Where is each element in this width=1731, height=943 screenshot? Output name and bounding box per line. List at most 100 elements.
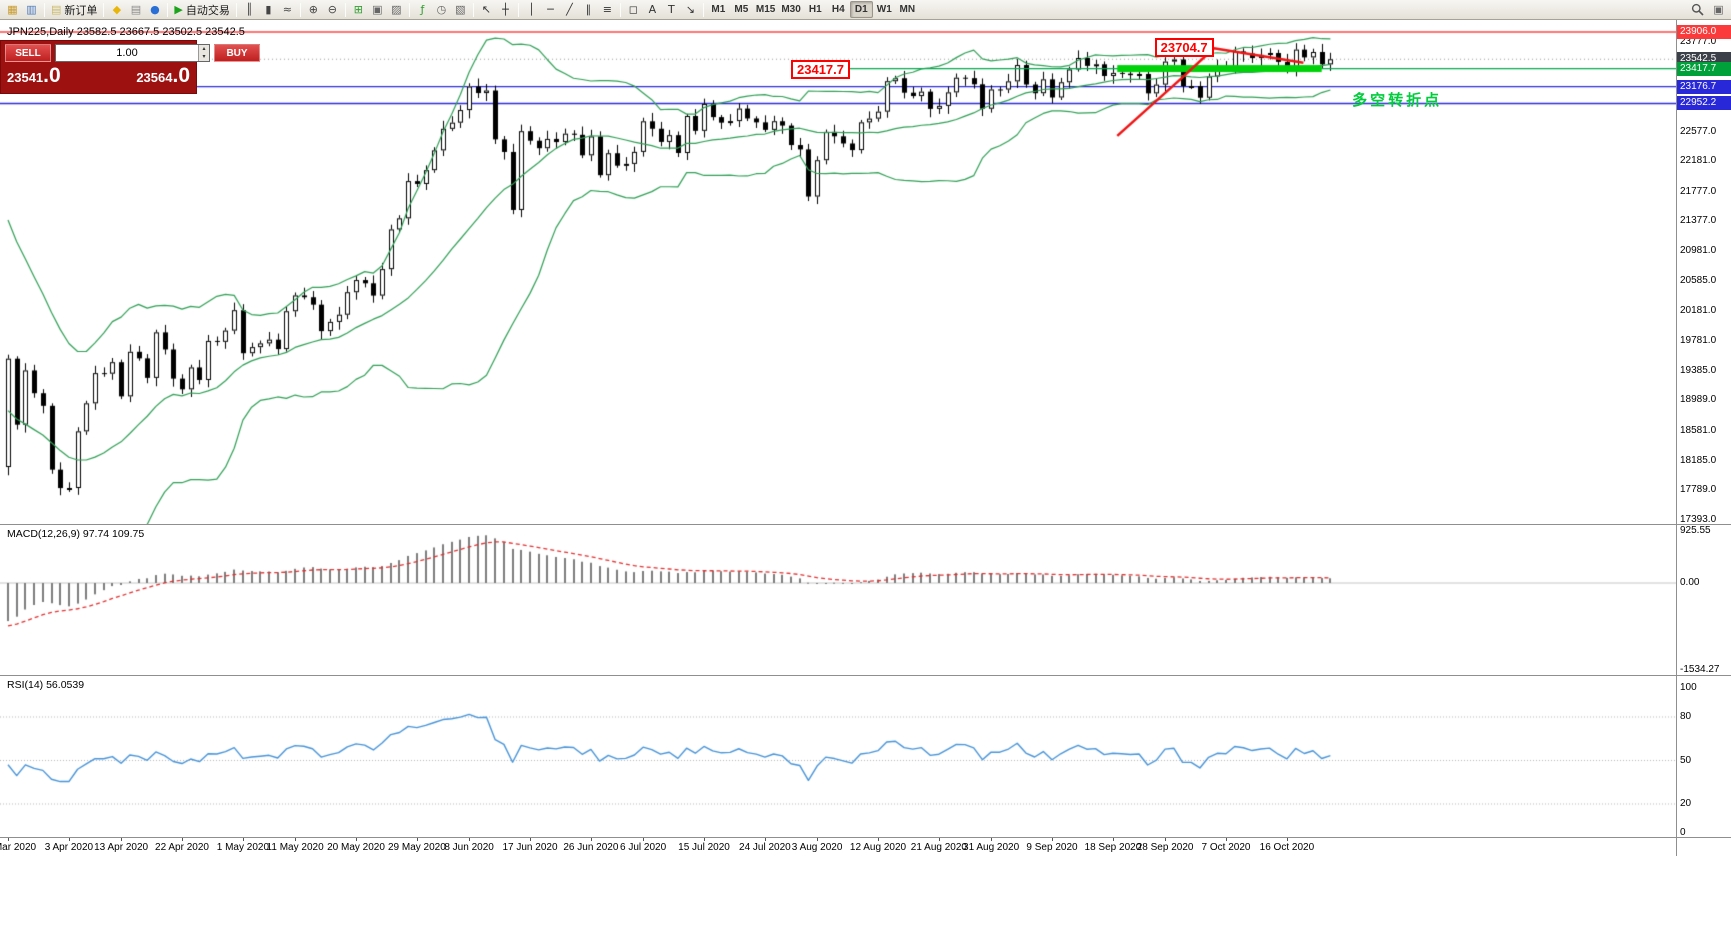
- macd-label: MACD(12,26,9) 97.74 109.75: [7, 528, 145, 540]
- volume-down-icon[interactable]: ▾: [202, 54, 206, 60]
- time-axis-label: 24 Jul 2020: [739, 842, 791, 853]
- time-axis-label: 29 May 2020: [387, 842, 446, 853]
- zoom-out-button[interactable]: ⊖: [323, 1, 342, 18]
- trendline-icon: ╱: [566, 3, 573, 16]
- rsi-axis[interactable]: 100 80 50 20 0: [1676, 676, 1731, 838]
- rsi-pane: RSI(14) 56.0539 100 80 50 20 0: [0, 676, 1731, 838]
- shapes-button[interactable]: ◻: [624, 1, 643, 18]
- timeframe-m15[interactable]: M15: [755, 4, 776, 15]
- data-window-button[interactable]: ▣: [368, 1, 387, 18]
- volume-spin: ▴ ▾: [198, 45, 209, 61]
- strategy-tester-button[interactable]: ▨: [387, 1, 406, 18]
- zoom-out-icon: ⊖: [327, 3, 337, 16]
- time-tick: [530, 838, 531, 841]
- timeframe-m1[interactable]: M1: [711, 4, 726, 15]
- one-click-trading-panel: SELL ▴ ▾ BUY 23541.0 23564.0: [0, 40, 260, 94]
- time-axis-label: 3 Apr 2020: [44, 842, 94, 853]
- timeframe-mn[interactable]: MN: [899, 4, 916, 15]
- rsi-canvas[interactable]: [0, 676, 1676, 837]
- toolbar-separator: [472, 2, 474, 17]
- periods-button[interactable]: ◷: [432, 1, 451, 18]
- template-icon: ▧: [455, 3, 466, 16]
- toolbar-separator: [408, 2, 410, 17]
- text-button[interactable]: A: [643, 1, 662, 18]
- toolbar-separator: [44, 2, 45, 17]
- price-axis[interactable]: 23777.023381.022981.022577.022181.021777…: [1676, 20, 1731, 525]
- print-button[interactable]: ▤: [126, 1, 145, 18]
- time-axis-label: 20 May 2020: [327, 842, 385, 853]
- line-chart-button[interactable]: ≈: [278, 1, 297, 18]
- time-tick: [764, 838, 766, 841]
- macd-axis-label: 925.55: [1680, 525, 1711, 536]
- price-axis-label: 22181.0: [1680, 155, 1717, 167]
- vertical-line-button[interactable]: │: [522, 1, 541, 18]
- sell-button[interactable]: SELL: [5, 44, 51, 62]
- metaquotes-button[interactable]: ◆: [107, 1, 126, 18]
- empty-area: [0, 856, 1731, 939]
- price-axis-label: 17789.0: [1680, 484, 1717, 496]
- horizontal-line-button[interactable]: ─: [541, 1, 560, 18]
- zoom-in-button[interactable]: ⊕: [304, 1, 323, 18]
- indicators-icon: ƒ: [420, 3, 425, 16]
- profiles-button[interactable]: ▥: [22, 1, 41, 18]
- time-tick: [121, 838, 123, 841]
- time-tick: [416, 838, 418, 841]
- autotrading-button[interactable]: ▶ 自动交易: [171, 1, 232, 18]
- new-order-button[interactable]: ▤ 新订单: [48, 1, 100, 18]
- macd-canvas[interactable]: [0, 525, 1676, 675]
- time-axis-label: 8 Jun 2020: [444, 842, 494, 853]
- macd-pane: MACD(12,26,9) 97.74 109.75 925.55 0.00 -15…: [0, 525, 1731, 676]
- bar-chart-button[interactable]: ║: [240, 1, 259, 18]
- support-level-label[interactable]: 23417.7: [791, 59, 850, 79]
- new-order-icon: ▤: [51, 3, 62, 16]
- price-axis-label: 21377.0: [1680, 215, 1717, 227]
- window-layout-button[interactable]: ▣: [1709, 1, 1728, 18]
- time-axis-label: 21 Aug 2020: [910, 842, 967, 853]
- turning-point-text[interactable]: 多空转折点: [1352, 91, 1443, 109]
- timeframe-m5[interactable]: M5: [734, 4, 749, 15]
- macd-axis[interactable]: 925.55 0.00 -1534.27: [1676, 525, 1731, 675]
- timeframe-toolbar: M1 M5 M15 M30 H1 H4 D1 W1 MN: [707, 1, 919, 18]
- price-axis-label: 19385.0: [1680, 364, 1717, 376]
- buy-button[interactable]: BUY: [214, 44, 260, 62]
- volume-up-icon[interactable]: ▴: [202, 46, 206, 52]
- cursor-icon: ↖: [481, 3, 491, 16]
- fibonacci-button[interactable]: ≡: [598, 1, 617, 18]
- time-axis-label: 31 Aug 2020: [963, 842, 1020, 853]
- window-layout-icon: ▣: [1713, 3, 1724, 16]
- time-tick: [991, 838, 993, 841]
- search-button[interactable]: [1688, 1, 1707, 18]
- community-button[interactable]: ●: [145, 1, 164, 18]
- crosshair-button[interactable]: ┼: [496, 1, 515, 18]
- tile-windows-button[interactable]: ⊞: [349, 1, 368, 18]
- cursor-button[interactable]: ↖: [477, 1, 496, 18]
- toolbar: ▦ ▥ ▤ 新订单 ◆ ▤ ● ▶ 自动交易 ║ ▮ ≈ ⊕ ⊖ ⊞ ▣ ▨ ƒ ◷ ▧ ↖ ┼ │ ─ ╱ ∥ ≡ ◻ A T ↘ M1 M…: [0, 0, 1731, 20]
- toolbar-right: ▣: [1688, 1, 1728, 18]
- profiles-icon: ▥: [26, 3, 37, 16]
- resistance-level-label[interactable]: 23704.7: [1154, 38, 1214, 58]
- time-axis-corner: [1676, 838, 1731, 856]
- timeframe-m30[interactable]: M30: [781, 4, 801, 15]
- price-axis-label: 23777.0: [1680, 35, 1717, 47]
- channel-icon: ∥: [585, 3, 592, 16]
- templates-button[interactable]: ▧: [451, 1, 470, 18]
- toolbar-buttons: ▦ ▥ ▤ 新订单 ◆ ▤ ● ▶ 自动交易 ║ ▮ ≈ ⊕ ⊖ ⊞ ▣ ▨ ƒ ◷ ▧ ↖ ┼ │ ─ ╱ ∥ ≡ ◻ A T ↘: [3, 1, 700, 18]
- time-tick: [1052, 838, 1053, 841]
- time-tick: [68, 838, 70, 841]
- candlestick-button[interactable]: ▮: [259, 1, 278, 18]
- arrows-button[interactable]: ↘: [681, 1, 700, 18]
- price-chart-canvas[interactable]: [0, 20, 1676, 524]
- trendline-button[interactable]: ╱: [560, 1, 579, 18]
- buy-price: 23564.0: [136, 64, 190, 87]
- volume-input[interactable]: [56, 45, 198, 61]
- new-chart-button[interactable]: ▦: [3, 1, 22, 18]
- timeframe-d1[interactable]: D1: [849, 1, 873, 18]
- channel-button[interactable]: ∥: [579, 1, 598, 18]
- timeframe-w1[interactable]: W1: [876, 4, 892, 15]
- timeframe-h1[interactable]: H1: [808, 4, 822, 15]
- label-button[interactable]: T: [662, 1, 681, 18]
- toolbar-separator: [103, 2, 105, 17]
- timeframe-h4[interactable]: H4: [831, 4, 845, 15]
- indicators-button[interactable]: ƒ: [413, 1, 432, 18]
